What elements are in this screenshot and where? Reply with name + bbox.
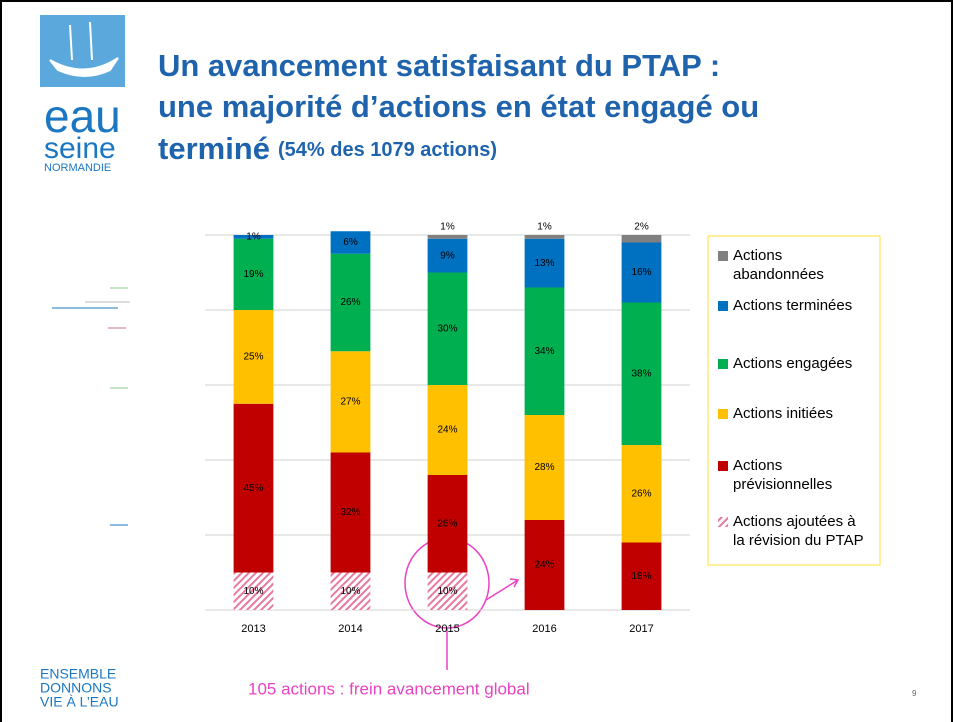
value-label: 25%	[243, 352, 263, 363]
bar-segment	[330, 351, 371, 453]
legend-swatch	[718, 359, 728, 369]
arrow	[485, 578, 520, 601]
legend-label: Actions abandonnées	[733, 247, 824, 283]
legend-label: Actions prévisionnelles	[733, 457, 833, 493]
legend-swatch	[718, 301, 728, 311]
bar-segment	[621, 302, 662, 445]
legend-swatch	[718, 517, 728, 527]
value-label: 26%	[631, 488, 651, 499]
value-label: 1%	[246, 232, 261, 243]
bar-segment	[621, 242, 662, 303]
value-label: 24%	[437, 425, 457, 436]
bar-segment	[330, 231, 371, 254]
value-label: 26%	[437, 518, 457, 529]
x-tick-label: 2014	[338, 623, 362, 635]
title: terminé (54% des 1079 actions)	[158, 131, 497, 166]
bar-segment	[427, 572, 468, 610]
bar-segment	[621, 542, 662, 610]
x-tick-label: 2015	[435, 623, 459, 635]
value-label: 24%	[534, 560, 554, 571]
value-label: 1%	[537, 222, 552, 233]
logo-boat	[49, 21, 119, 77]
bar-segment	[233, 235, 274, 239]
bar-segment	[233, 403, 274, 573]
title: une majorité d’actions en état engagé ou	[158, 89, 759, 124]
legend-label: Actions ajoutées à la révision du PTAP	[733, 513, 864, 549]
title: Un avancement satisfaisant du PTAP :	[158, 48, 720, 83]
slogan: VIE À L’EAU	[40, 694, 119, 710]
legend-label: Actions initiées	[733, 405, 834, 422]
bar-segment	[524, 520, 565, 610]
x-tick-label: 2013	[241, 623, 265, 635]
bar-segment	[621, 445, 662, 543]
value-label: 18%	[631, 571, 651, 582]
value-label: 6%	[343, 237, 358, 248]
bar-segment	[233, 310, 274, 404]
legend-label: Actions terminées	[733, 297, 853, 314]
bar-segment	[524, 415, 565, 520]
bar-segment	[330, 253, 371, 352]
x-tick-label: 2016	[532, 623, 556, 635]
bar-segment	[427, 385, 468, 475]
legend-label: Actions engagées	[733, 355, 853, 372]
bar-segment	[233, 238, 274, 310]
logo-text: seine	[44, 132, 116, 165]
x-tick-label: 2017	[629, 623, 653, 635]
value-label: 10%	[437, 586, 457, 597]
value-label: 1%	[440, 222, 455, 233]
value-label: 10%	[243, 586, 263, 597]
value-label: 30%	[437, 323, 457, 334]
value-label: 28%	[534, 462, 554, 473]
value-label: 26%	[340, 297, 360, 308]
value-label: 13%	[534, 258, 554, 269]
legend-swatch	[718, 409, 728, 419]
value-label: 10%	[340, 586, 360, 597]
slogan: ENSEMBLE	[40, 666, 116, 682]
decor-lines	[52, 287, 130, 526]
page-number: 9	[912, 689, 917, 698]
bar-segment	[233, 572, 274, 610]
bar-segment	[524, 287, 565, 415]
bar-segment	[427, 238, 468, 273]
value-label: 32%	[340, 507, 360, 518]
value-label: 9%	[440, 250, 455, 261]
bar-segment	[524, 238, 565, 288]
bar-segment	[524, 235, 565, 239]
value-label: 27%	[340, 397, 360, 408]
slogan: DONNONS	[40, 680, 112, 696]
bar-segment	[330, 452, 371, 573]
bar-segment	[621, 235, 662, 243]
logo-text: NORMANDIE	[44, 162, 111, 174]
bar-segment	[427, 235, 468, 239]
value-label: 45%	[243, 483, 263, 494]
bar-segment	[427, 475, 468, 573]
value-label: 19%	[243, 269, 263, 280]
value-label: 16%	[631, 267, 651, 278]
logo-text: eau	[44, 90, 121, 142]
value-label: 2%	[634, 222, 649, 233]
bar-segment	[330, 572, 371, 610]
bar-segment	[427, 272, 468, 385]
annotation: 105 actions : frein avancement global	[248, 679, 530, 698]
title: terminé	[158, 131, 270, 166]
legend-swatch	[718, 251, 728, 261]
subtitle: (54% des 1079 actions)	[278, 139, 497, 161]
legend-swatch	[718, 461, 728, 471]
value-label: 34%	[534, 346, 554, 357]
legend-box	[707, 235, 881, 566]
value-label: 38%	[631, 368, 651, 379]
